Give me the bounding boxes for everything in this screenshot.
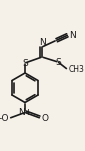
Text: N: N	[39, 38, 45, 47]
Text: N+: N+	[18, 108, 32, 117]
Text: O: O	[41, 114, 48, 122]
Text: CH3: CH3	[69, 64, 84, 74]
Text: N: N	[70, 31, 76, 40]
Text: S: S	[22, 58, 28, 67]
Text: S: S	[55, 58, 61, 66]
Text: -O: -O	[0, 114, 9, 122]
